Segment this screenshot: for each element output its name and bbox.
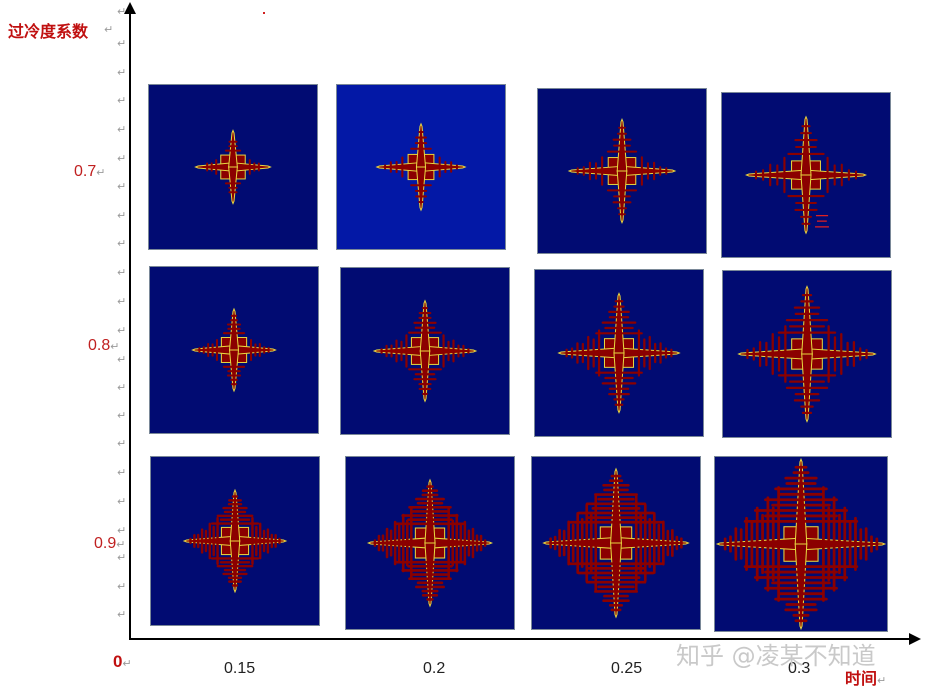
return-mark: ↵: [117, 381, 127, 394]
simulation-panel-0.8-0.15: [149, 266, 319, 434]
simulation-panel-0.9-0.3: [714, 456, 888, 632]
x-tick-0.3: 0.3: [788, 660, 811, 677]
dendrite-image: [745, 115, 867, 235]
dendrite-arm: [415, 122, 427, 168]
return-mark: ↵: [104, 23, 114, 36]
dendrite-image: [557, 292, 681, 414]
dendrite-image: [194, 129, 272, 205]
dendrite-arm: [194, 162, 234, 172]
simulation-panel-0.9-0.2: [345, 456, 515, 630]
y-tick-0.7: 0.7↵: [74, 163, 106, 180]
simulation-panel-0.7-0.15: [148, 84, 318, 250]
dendrite-arm: [232, 162, 272, 172]
return-mark: ↵: [117, 180, 127, 193]
return-mark: ↵: [117, 5, 127, 18]
dendrite-image: [375, 122, 467, 212]
origin-label: 0↵: [113, 652, 132, 671]
dendrite-image: [182, 488, 288, 594]
return-mark: ↵: [117, 608, 127, 621]
x-axis-line: [129, 638, 911, 640]
dendrite-arm: [794, 457, 808, 545]
x-axis-arrow: [909, 633, 921, 645]
return-mark: ↵: [117, 495, 127, 508]
y-axis-line: [129, 10, 131, 640]
dendrite-image: [737, 285, 877, 423]
return-mark: ↵: [117, 295, 127, 308]
handwritten-annotation: 三: [814, 212, 831, 231]
return-mark: ↵: [117, 237, 127, 250]
simulation-panel-0.8-0.25: [534, 269, 704, 437]
y-axis-arrow: [124, 2, 136, 14]
dendrite-image: [372, 299, 478, 403]
x-axis-title: 时间↵: [845, 669, 887, 688]
simulation-panel-0.9-0.15: [150, 456, 320, 626]
return-mark: ↵: [117, 437, 127, 450]
simulation-panel-0.7-0.2: [336, 84, 506, 250]
return-mark: ↵: [117, 409, 127, 422]
simulation-panel-0.7-0.3: [721, 92, 891, 258]
dendrite-arm: [800, 115, 812, 176]
dendrite-image: [715, 457, 887, 631]
return-mark: ↵: [117, 353, 127, 366]
y-tick-0.8: 0.8↵: [88, 337, 120, 354]
stray-mark: [263, 12, 265, 14]
return-mark: ↵: [117, 580, 127, 593]
dendrite-image: [542, 467, 690, 619]
y-axis-title: 过冷度系数: [8, 22, 89, 41]
dendrite-arm: [228, 166, 238, 205]
dendrite-arm: [228, 129, 238, 168]
x-tick-0.2: 0.2: [423, 660, 446, 677]
return-mark: ↵: [117, 466, 127, 479]
simulation-panel-0.8-0.3: [722, 270, 892, 438]
simulation-panel-0.7-0.25: [537, 88, 707, 254]
return-mark: ↵: [117, 123, 127, 136]
return-mark: ↵: [117, 524, 127, 537]
dendrite-image: [191, 307, 277, 393]
watermark: 知乎 @凌某不知道: [676, 642, 876, 670]
return-mark: ↵: [117, 266, 127, 279]
dendrite-image: [366, 478, 494, 608]
dendrite-arm: [375, 162, 422, 172]
dendrite-arm: [415, 166, 427, 212]
simulation-panel-0.8-0.2: [340, 267, 510, 435]
x-tick-0.25: 0.25: [611, 660, 643, 677]
return-mark: ↵: [117, 66, 127, 79]
simulation-panel-0.9-0.25: [531, 456, 701, 630]
return-mark: ↵: [117, 324, 127, 337]
return-mark: ↵: [117, 37, 127, 50]
dendrite-arm: [610, 467, 622, 544]
return-mark: ↵: [117, 94, 127, 107]
return-mark: ↵: [117, 551, 127, 564]
y-tick-0.9: 0.9↵: [94, 535, 126, 552]
x-tick-0.15: 0.15: [224, 660, 256, 677]
return-mark: ↵: [117, 152, 127, 165]
dendrite-image: [567, 118, 677, 224]
dendrite-arm: [420, 162, 467, 172]
dendrite-arm: [419, 299, 431, 352]
return-mark: ↵: [117, 209, 127, 222]
